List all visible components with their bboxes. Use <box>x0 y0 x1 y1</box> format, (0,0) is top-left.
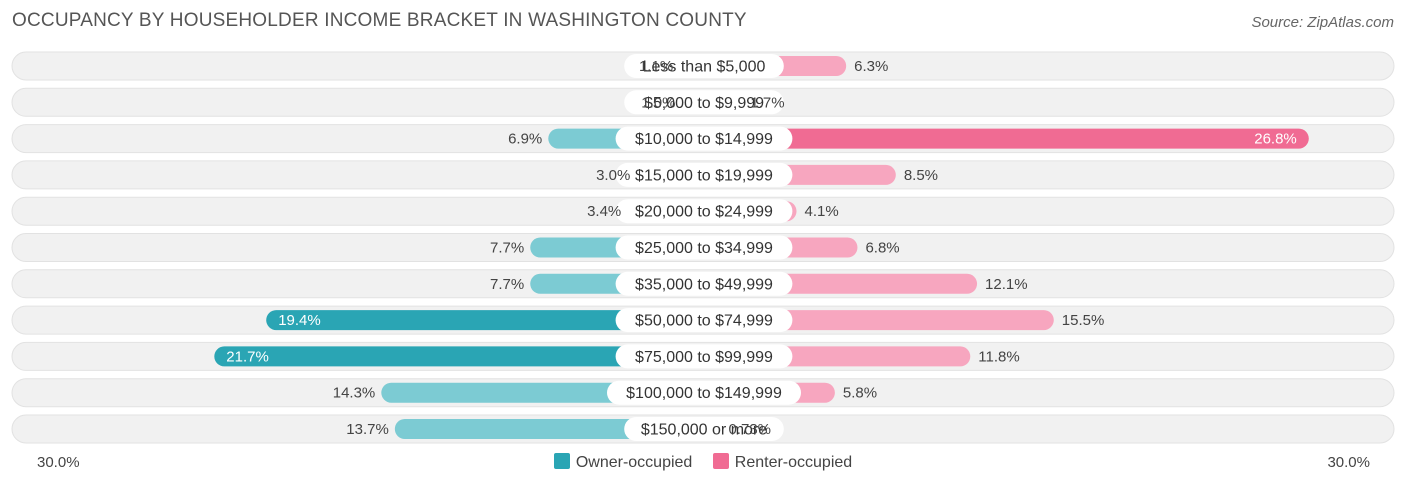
category-label: $20,000 to $24,999 <box>635 204 773 221</box>
category-label-bg <box>615 235 793 260</box>
source-credit: Source: ZipAtlas.com <box>1251 14 1394 31</box>
category-label: $35,000 to $49,999 <box>635 276 773 293</box>
axis-right-label: 30.0% <box>1327 454 1370 471</box>
category-label: $50,000 to $74,999 <box>635 313 773 330</box>
legend: Owner-occupied Renter-occupied <box>0 453 1406 472</box>
category-label: Less than $5,000 <box>643 59 766 76</box>
category-label-bg <box>615 308 793 333</box>
owner-bar <box>266 310 714 331</box>
legend-owner: Owner-occupied <box>553 453 693 472</box>
renter-value-label: 0.73% <box>728 421 771 438</box>
category-label: $100,000 to $149,999 <box>626 385 782 402</box>
category-label-bg <box>615 199 793 224</box>
renter-bar <box>694 128 1309 149</box>
legend-renter-swatch <box>712 453 729 469</box>
owner-value-label: 13.7% <box>346 421 389 438</box>
legend-renter: Renter-occupied <box>712 453 853 472</box>
category-label-bg <box>615 271 793 296</box>
legend-owner-label: Owner-occupied <box>575 454 693 471</box>
category-label-bg <box>615 162 793 187</box>
category-label-bg <box>624 417 784 441</box>
category-label: $25,000 to $34,999 <box>635 240 773 257</box>
renter-value-label: 6.3% <box>854 58 888 75</box>
owner-value-label: 14.3% <box>333 385 376 402</box>
renter-value-label: 12.1% <box>985 276 1028 293</box>
owner-value-label: 3.0% <box>596 167 630 184</box>
owner-value-label: 1.0% <box>641 94 675 111</box>
legend-owner-swatch <box>553 453 570 469</box>
renter-value-label: 26.8% <box>1254 131 1297 148</box>
category-label-bg <box>615 126 793 151</box>
renter-value-label: 5.8% <box>843 385 877 402</box>
renter-value-label: 1.7% <box>750 94 784 111</box>
renter-value-label: 4.1% <box>805 203 839 220</box>
category-label-bg <box>624 90 784 115</box>
owner-value-label: 7.7% <box>490 276 524 293</box>
owner-bar <box>214 346 714 367</box>
renter-value-label: 15.5% <box>1062 312 1105 329</box>
category-label-bg <box>607 380 801 405</box>
renter-value-label: 6.8% <box>865 240 899 257</box>
owner-value-label: 3.4% <box>587 203 621 220</box>
owner-value-label: 1.1% <box>639 58 673 75</box>
owner-value-label: 6.9% <box>508 131 542 148</box>
category-label: $15,000 to $19,999 <box>635 167 773 184</box>
category-label: $5,000 to $9,999 <box>644 95 764 112</box>
owner-value-label: 7.7% <box>490 240 524 257</box>
category-label-bg <box>624 54 784 78</box>
category-label: $150,000 or more <box>641 422 767 439</box>
renter-value-label: 11.8% <box>978 348 1019 365</box>
legend-renter-label: Renter-occupied <box>734 454 853 471</box>
category-label: $75,000 to $99,999 <box>635 349 773 366</box>
category-label: $10,000 to $14,999 <box>635 131 773 148</box>
chart-title: OCCUPANCY BY HOUSEHOLDER INCOME BRACKET … <box>12 10 747 31</box>
renter-value-label: 8.5% <box>904 167 938 184</box>
axis-left-label: 30.0% <box>37 454 80 471</box>
owner-value-label: 19.4% <box>278 312 321 329</box>
owner-value-label: 21.7% <box>226 348 269 365</box>
category-label-bg <box>615 344 793 369</box>
